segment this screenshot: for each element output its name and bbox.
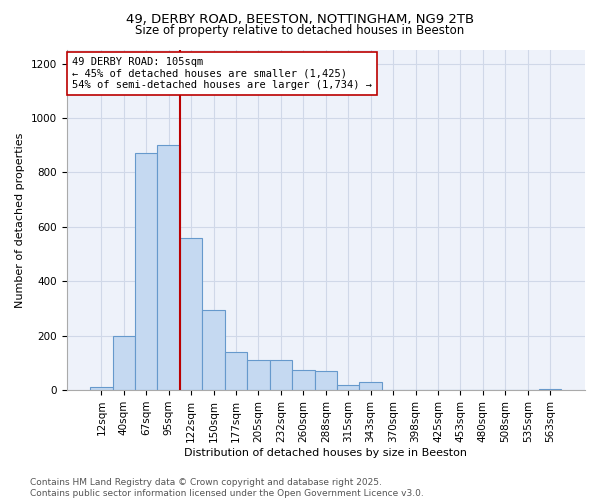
Text: 49, DERBY ROAD, BEESTON, NOTTINGHAM, NG9 2TB: 49, DERBY ROAD, BEESTON, NOTTINGHAM, NG9… [126, 12, 474, 26]
Y-axis label: Number of detached properties: Number of detached properties [15, 132, 25, 308]
Text: Contains HM Land Registry data © Crown copyright and database right 2025.
Contai: Contains HM Land Registry data © Crown c… [30, 478, 424, 498]
Bar [113, 336, 135, 390]
X-axis label: Distribution of detached houses by size in Beeston: Distribution of detached houses by size … [184, 448, 467, 458]
Text: Size of property relative to detached houses in Beeston: Size of property relative to detached ho… [136, 24, 464, 37]
Bar [337, 384, 359, 390]
Bar [269, 360, 292, 390]
Bar [539, 388, 562, 390]
Bar [135, 154, 157, 390]
Bar [225, 352, 247, 390]
Bar [157, 145, 180, 390]
Bar [90, 388, 113, 390]
Bar [247, 360, 269, 390]
Bar [314, 371, 337, 390]
Bar [202, 310, 225, 390]
Bar [180, 238, 202, 390]
Bar [359, 382, 382, 390]
Text: 49 DERBY ROAD: 105sqm
← 45% of detached houses are smaller (1,425)
54% of semi-d: 49 DERBY ROAD: 105sqm ← 45% of detached … [72, 57, 372, 90]
Bar [292, 370, 314, 390]
